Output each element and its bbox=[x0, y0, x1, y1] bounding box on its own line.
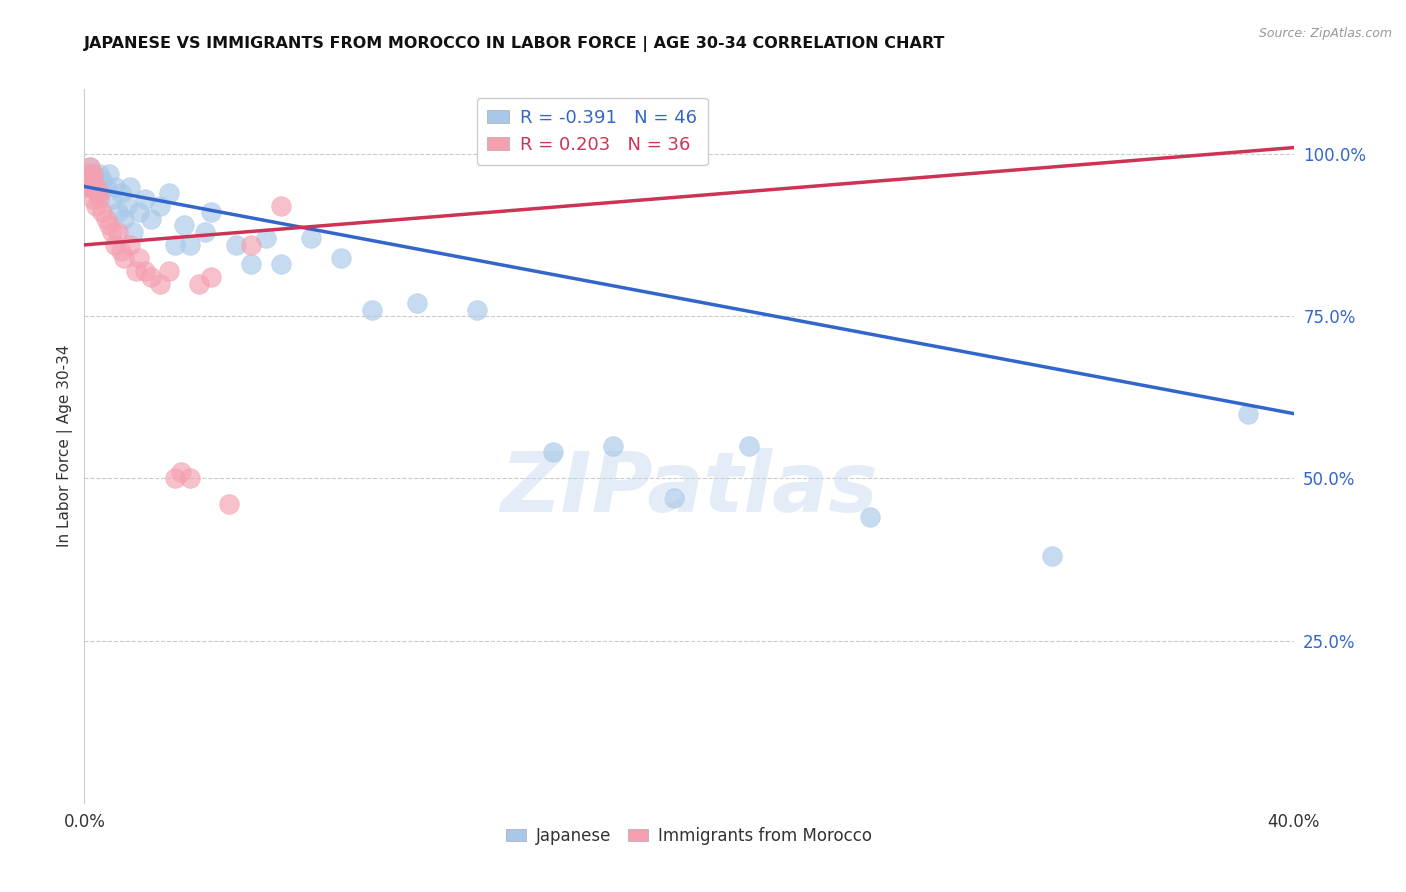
Point bbox=[360, 302, 382, 317]
Point bbox=[104, 238, 127, 252]
Point bbox=[82, 173, 104, 187]
Point bbox=[165, 238, 187, 252]
Point bbox=[134, 264, 156, 278]
Point bbox=[738, 439, 761, 453]
Point bbox=[89, 186, 111, 200]
Point bbox=[112, 251, 135, 265]
Point bbox=[94, 179, 117, 194]
Point bbox=[86, 179, 108, 194]
Point bbox=[97, 219, 120, 233]
Point bbox=[859, 510, 882, 524]
Point bbox=[112, 211, 135, 226]
Point bbox=[218, 497, 240, 511]
Point bbox=[149, 199, 172, 213]
Point bbox=[270, 199, 292, 213]
Point bbox=[330, 251, 353, 265]
Point bbox=[107, 225, 129, 239]
Point bbox=[254, 231, 277, 245]
Point bbox=[118, 179, 141, 194]
Point bbox=[662, 491, 685, 505]
Text: ZIPatlas: ZIPatlas bbox=[501, 449, 877, 529]
Point bbox=[1040, 549, 1063, 564]
Point bbox=[173, 219, 195, 233]
Point bbox=[94, 211, 117, 226]
Point bbox=[139, 270, 162, 285]
Point bbox=[128, 205, 150, 219]
Point bbox=[79, 179, 101, 194]
Point bbox=[82, 173, 104, 187]
Point bbox=[115, 199, 138, 213]
Point bbox=[467, 302, 489, 317]
Point bbox=[76, 173, 98, 187]
Point bbox=[110, 186, 132, 200]
Point bbox=[79, 160, 101, 174]
Point bbox=[1237, 407, 1260, 421]
Point bbox=[82, 167, 104, 181]
Point bbox=[89, 193, 111, 207]
Point bbox=[100, 193, 122, 207]
Point bbox=[602, 439, 624, 453]
Point bbox=[139, 211, 162, 226]
Point bbox=[118, 238, 141, 252]
Point bbox=[91, 173, 114, 187]
Point bbox=[91, 205, 114, 219]
Point bbox=[104, 179, 127, 194]
Point bbox=[200, 270, 222, 285]
Point bbox=[299, 231, 322, 245]
Point bbox=[89, 186, 111, 200]
Point bbox=[179, 471, 201, 485]
Point bbox=[270, 257, 292, 271]
Text: JAPANESE VS IMMIGRANTS FROM MOROCCO IN LABOR FORCE | AGE 30-34 CORRELATION CHART: JAPANESE VS IMMIGRANTS FROM MOROCCO IN L… bbox=[84, 36, 946, 52]
Point bbox=[107, 205, 129, 219]
Point bbox=[76, 167, 98, 181]
Point bbox=[157, 186, 180, 200]
Point bbox=[76, 173, 98, 187]
Point bbox=[194, 225, 217, 239]
Point bbox=[110, 244, 132, 259]
Point bbox=[170, 465, 193, 479]
Point bbox=[239, 238, 262, 252]
Point bbox=[91, 179, 114, 194]
Point bbox=[157, 264, 180, 278]
Y-axis label: In Labor Force | Age 30-34: In Labor Force | Age 30-34 bbox=[58, 344, 73, 548]
Point bbox=[89, 167, 111, 181]
Point bbox=[200, 205, 222, 219]
Point bbox=[86, 179, 108, 194]
Point bbox=[86, 199, 108, 213]
Point bbox=[128, 251, 150, 265]
Point bbox=[239, 257, 262, 271]
Point bbox=[125, 264, 148, 278]
Point bbox=[76, 179, 98, 194]
Point bbox=[97, 167, 120, 181]
Point bbox=[79, 160, 101, 174]
Legend: Japanese, Immigrants from Morocco: Japanese, Immigrants from Morocco bbox=[499, 821, 879, 852]
Point bbox=[541, 445, 564, 459]
Point bbox=[406, 296, 429, 310]
Point bbox=[82, 193, 104, 207]
Point bbox=[134, 193, 156, 207]
Point bbox=[179, 238, 201, 252]
Text: Source: ZipAtlas.com: Source: ZipAtlas.com bbox=[1258, 27, 1392, 40]
Point bbox=[121, 225, 143, 239]
Point bbox=[149, 277, 172, 291]
Point bbox=[188, 277, 211, 291]
Point bbox=[165, 471, 187, 485]
Point bbox=[225, 238, 247, 252]
Point bbox=[79, 179, 101, 194]
Point bbox=[100, 225, 122, 239]
Point bbox=[82, 167, 104, 181]
Point bbox=[79, 173, 101, 187]
